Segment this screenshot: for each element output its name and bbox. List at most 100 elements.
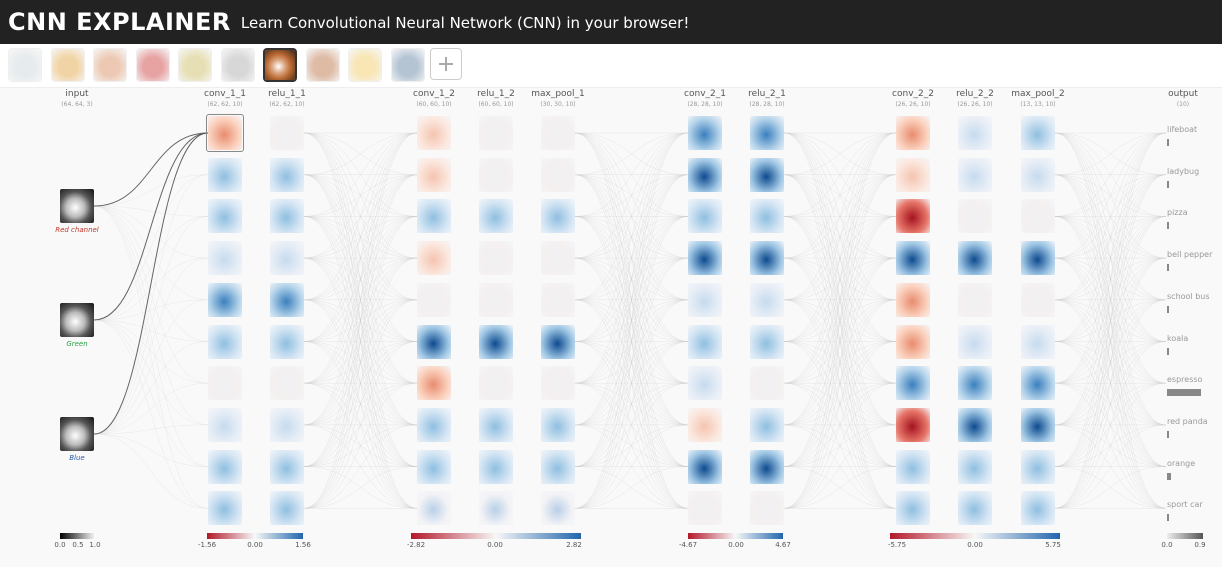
feature-map-node[interactable]	[896, 199, 930, 234]
feature-map-node[interactable]	[479, 407, 513, 442]
output-class-label[interactable]: lifeboat	[1167, 125, 1198, 134]
feature-map-node[interactable]	[896, 407, 930, 442]
layer-label[interactable]: conv_1_2	[413, 89, 455, 99]
feature-map-node[interactable]	[479, 199, 513, 234]
feature-map-node[interactable]	[541, 407, 575, 442]
feature-map-node[interactable]	[688, 199, 722, 234]
feature-map-node[interactable]	[270, 407, 304, 442]
output-class-label[interactable]: sport car	[1167, 500, 1203, 510]
feature-map-node[interactable]	[479, 324, 513, 359]
feature-map-node[interactable]	[1021, 366, 1055, 401]
feature-map-node[interactable]	[208, 407, 242, 442]
sample-image-thumbnail[interactable]	[50, 48, 85, 82]
output-class-label[interactable]: bell pepper	[1167, 250, 1213, 260]
feature-map-node[interactable]	[896, 116, 930, 150]
feature-map-node[interactable]	[541, 116, 575, 150]
add-image-button[interactable]	[430, 48, 462, 80]
feature-map-node[interactable]	[417, 199, 451, 234]
feature-map-node[interactable]	[208, 366, 242, 401]
feature-map-node[interactable]	[958, 324, 992, 359]
feature-map-node[interactable]	[958, 491, 992, 526]
feature-map-node[interactable]	[750, 366, 784, 401]
feature-map-node[interactable]	[417, 491, 451, 526]
feature-map-node[interactable]	[270, 157, 304, 192]
feature-map-node[interactable]	[208, 282, 242, 317]
feature-map-node[interactable]	[958, 241, 992, 276]
feature-map-node[interactable]	[479, 491, 513, 526]
sample-image-thumbnail[interactable]	[178, 48, 212, 82]
feature-map-node[interactable]	[206, 114, 244, 152]
feature-map-node[interactable]	[270, 282, 304, 317]
feature-map-node[interactable]	[208, 199, 242, 234]
input-channel-node[interactable]	[60, 417, 94, 451]
input-channel-node[interactable]	[60, 189, 94, 223]
feature-map-node[interactable]	[417, 407, 451, 442]
sample-image-thumbnail[interactable]	[220, 48, 255, 82]
feature-map-node[interactable]	[479, 116, 513, 150]
output-class-label[interactable]: orange	[1167, 458, 1196, 468]
feature-map-node[interactable]	[1021, 241, 1055, 276]
feature-map-node[interactable]	[479, 282, 513, 317]
feature-map-node[interactable]	[479, 449, 513, 484]
layer-label[interactable]: conv_2_2	[892, 89, 934, 99]
sample-image-thumbnail[interactable]	[135, 48, 170, 82]
layer-label[interactable]: relu_1_2	[477, 89, 515, 99]
feature-map-node[interactable]	[688, 116, 722, 150]
feature-map-node[interactable]	[750, 282, 784, 317]
feature-map-node[interactable]	[750, 324, 784, 359]
feature-map-node[interactable]	[958, 449, 992, 484]
feature-map-node[interactable]	[750, 449, 784, 484]
feature-map-node[interactable]	[958, 157, 992, 192]
feature-map-node[interactable]	[958, 199, 992, 234]
feature-map-node[interactable]	[688, 157, 722, 192]
feature-map-node[interactable]	[688, 491, 722, 526]
feature-map-node[interactable]	[958, 366, 992, 401]
layer-label[interactable]: input	[65, 89, 89, 99]
output-class-label[interactable]: espresso	[1167, 375, 1203, 385]
feature-map-node[interactable]	[270, 491, 304, 526]
layer-label[interactable]: relu_2_1	[748, 89, 786, 99]
feature-map-node[interactable]	[688, 282, 722, 317]
feature-map-node[interactable]	[417, 282, 451, 317]
layer-label[interactable]: max_pool_2	[1011, 89, 1065, 99]
feature-map-node[interactable]	[896, 491, 930, 526]
feature-map-node[interactable]	[541, 199, 575, 234]
sample-image-thumbnail[interactable]	[8, 48, 42, 82]
layer-label[interactable]: relu_2_2	[956, 89, 994, 99]
feature-map-node[interactable]	[688, 324, 722, 359]
feature-map-node[interactable]	[417, 157, 451, 192]
feature-map-node[interactable]	[688, 407, 722, 442]
feature-map-node[interactable]	[541, 324, 575, 359]
feature-map-node[interactable]	[541, 241, 575, 276]
feature-map-node[interactable]	[958, 116, 992, 150]
feature-map-node[interactable]	[541, 449, 575, 484]
feature-map-node[interactable]	[1021, 449, 1055, 484]
feature-map-node[interactable]	[1021, 324, 1055, 359]
feature-map-node[interactable]	[896, 324, 930, 359]
feature-map-node[interactable]	[1021, 282, 1055, 317]
feature-map-node[interactable]	[208, 157, 242, 192]
feature-map-node[interactable]	[541, 491, 575, 526]
feature-map-node[interactable]	[541, 157, 575, 192]
feature-map-node[interactable]	[1021, 157, 1055, 192]
feature-map-node[interactable]	[270, 241, 304, 276]
sample-image-thumbnail[interactable]	[93, 48, 127, 82]
feature-map-node[interactable]	[958, 407, 992, 442]
feature-map-node[interactable]	[208, 324, 242, 359]
feature-map-node[interactable]	[750, 199, 784, 234]
output-class-label[interactable]: ladybug	[1167, 166, 1200, 176]
output-class-label[interactable]: pizza	[1167, 208, 1188, 218]
input-channel-node[interactable]	[60, 303, 94, 337]
feature-map-node[interactable]	[541, 366, 575, 401]
feature-map-node[interactable]	[417, 366, 451, 401]
layer-label[interactable]: conv_1_1	[204, 89, 246, 99]
feature-map-node[interactable]	[479, 366, 513, 401]
feature-map-node[interactable]	[479, 241, 513, 276]
feature-map-node[interactable]	[750, 407, 784, 442]
feature-map-node[interactable]	[750, 241, 784, 276]
feature-map-node[interactable]	[896, 241, 930, 276]
feature-map-node[interactable]	[896, 282, 930, 317]
feature-map-node[interactable]	[896, 366, 930, 401]
output-class-label[interactable]: school bus	[1167, 291, 1210, 301]
feature-map-node[interactable]	[417, 116, 451, 150]
